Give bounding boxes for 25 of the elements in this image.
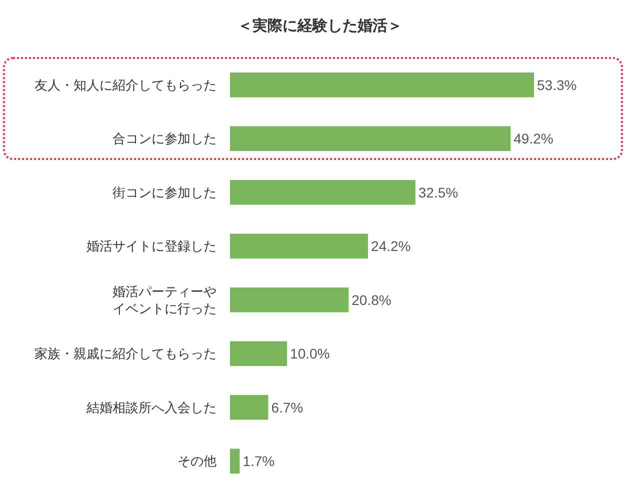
y-tick-label: 友人・知人に紹介してもらった xyxy=(34,78,216,94)
bar xyxy=(230,126,511,151)
y-tick-label: 結婚相談所へ入会した xyxy=(85,400,216,416)
bar xyxy=(230,288,349,312)
bar xyxy=(230,395,268,420)
bar xyxy=(230,234,368,258)
y-tick-label: その他 xyxy=(177,454,216,470)
data-label: 24.2% xyxy=(371,238,411,254)
y-tick-label: 婚活サイトに登録した xyxy=(86,240,216,255)
bar xyxy=(230,180,416,205)
y-tick-label: 合コンに参加した xyxy=(112,132,216,148)
data-label: 6.7% xyxy=(271,399,304,416)
data-label: 32.5% xyxy=(418,184,458,200)
data-label: 10.0% xyxy=(290,346,330,362)
y-tick-label: 街コンに参加した xyxy=(112,186,216,201)
bar xyxy=(230,341,288,366)
bar xyxy=(230,72,534,98)
data-label: 20.8% xyxy=(352,292,392,308)
data-label: 53.3% xyxy=(537,76,577,93)
bar xyxy=(230,448,240,474)
chart-title: ＜実際に経験した婚活＞ xyxy=(238,16,402,34)
data-label: 49.2% xyxy=(514,130,554,147)
y-tick-label: 家族・親戚に紹介してもらった xyxy=(34,346,216,362)
data-label: 1.7% xyxy=(242,453,275,470)
y-tick-label: 婚活パーティーやイベントに行った xyxy=(112,284,216,317)
